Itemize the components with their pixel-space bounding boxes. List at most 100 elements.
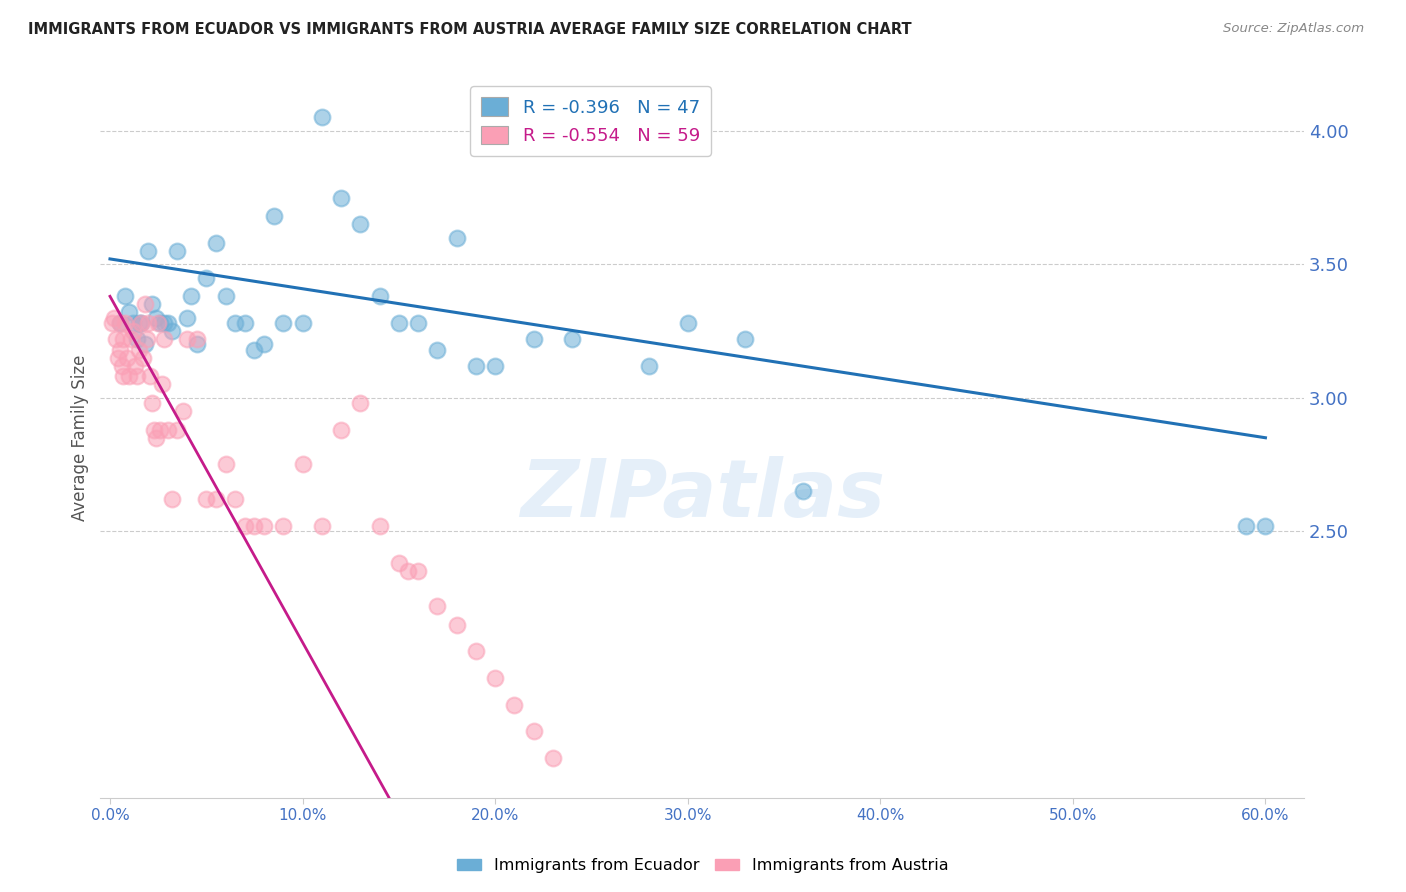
Point <box>138 316 160 330</box>
Text: ZIPatlas: ZIPatlas <box>520 457 884 534</box>
Point <box>160 324 183 338</box>
Point <box>1234 518 1257 533</box>
Point <box>271 518 294 533</box>
Point <box>541 751 564 765</box>
Point <box>138 244 160 258</box>
Y-axis label: Average Family Size: Average Family Size <box>72 354 89 521</box>
Point <box>224 316 246 330</box>
Point <box>464 359 486 373</box>
Point <box>118 369 141 384</box>
Point <box>792 484 814 499</box>
Point <box>224 492 246 507</box>
Point <box>132 351 155 365</box>
Point <box>141 297 163 311</box>
Point <box>263 209 285 223</box>
Point <box>186 332 208 346</box>
Point <box>406 316 429 330</box>
Point <box>311 111 333 125</box>
Point <box>135 332 157 346</box>
Point <box>205 492 228 507</box>
Point <box>446 617 468 632</box>
Point <box>125 369 148 384</box>
Point <box>484 359 506 373</box>
Point <box>676 316 699 330</box>
Point <box>107 351 129 365</box>
Point <box>139 369 162 384</box>
Legend: Immigrants from Ecuador, Immigrants from Austria: Immigrants from Ecuador, Immigrants from… <box>451 852 955 880</box>
Point <box>426 343 449 357</box>
Point <box>243 343 266 357</box>
Point <box>243 518 266 533</box>
Point <box>406 564 429 578</box>
Point <box>153 332 176 346</box>
Point <box>172 404 194 418</box>
Point <box>271 316 294 330</box>
Point <box>195 270 218 285</box>
Point <box>156 423 179 437</box>
Point <box>503 698 526 712</box>
Point <box>108 316 131 330</box>
Point <box>149 316 172 330</box>
Point <box>180 289 202 303</box>
Point <box>103 310 125 325</box>
Point <box>233 518 256 533</box>
Point <box>122 324 145 338</box>
Point <box>734 332 756 346</box>
Point <box>156 316 179 330</box>
Point <box>114 289 136 303</box>
Point <box>145 310 167 325</box>
Point <box>253 518 276 533</box>
Point <box>120 332 142 346</box>
Point <box>1254 518 1277 533</box>
Point <box>118 305 141 319</box>
Point <box>368 518 391 533</box>
Point <box>160 492 183 507</box>
Point <box>176 332 198 346</box>
Point <box>145 431 167 445</box>
Point <box>166 423 188 437</box>
Point <box>426 599 449 613</box>
Point <box>205 235 228 250</box>
Point <box>108 343 131 357</box>
Point <box>484 671 506 685</box>
Point <box>446 230 468 244</box>
Point <box>112 332 135 346</box>
Point <box>114 316 136 330</box>
Point <box>388 316 411 330</box>
Point <box>117 351 139 365</box>
Point <box>153 316 176 330</box>
Point <box>134 337 156 351</box>
Point <box>291 316 314 330</box>
Text: Source: ZipAtlas.com: Source: ZipAtlas.com <box>1223 22 1364 36</box>
Point <box>464 644 486 658</box>
Text: IMMIGRANTS FROM ECUADOR VS IMMIGRANTS FROM AUSTRIA AVERAGE FAMILY SIZE CORRELATI: IMMIGRANTS FROM ECUADOR VS IMMIGRANTS FR… <box>28 22 911 37</box>
Point <box>128 343 150 357</box>
Point <box>101 316 124 330</box>
Point <box>523 332 546 346</box>
Point <box>176 310 198 325</box>
Point <box>349 396 371 410</box>
Point <box>141 396 163 410</box>
Point <box>108 316 131 330</box>
Point <box>368 289 391 303</box>
Point <box>128 316 150 330</box>
Point <box>291 458 314 472</box>
Point <box>134 297 156 311</box>
Point <box>110 359 132 373</box>
Point <box>311 518 333 533</box>
Point <box>638 359 661 373</box>
Point <box>330 423 353 437</box>
Point <box>233 316 256 330</box>
Point <box>146 316 169 330</box>
Legend: R = -0.396   N = 47, R = -0.554   N = 59: R = -0.396 N = 47, R = -0.554 N = 59 <box>471 87 711 156</box>
Point <box>129 316 152 330</box>
Point <box>195 492 218 507</box>
Point <box>186 337 208 351</box>
Point <box>112 369 135 384</box>
Point <box>104 332 127 346</box>
Point <box>214 289 236 303</box>
Point <box>349 217 371 231</box>
Point <box>166 244 188 258</box>
Point <box>561 332 583 346</box>
Point <box>523 724 546 739</box>
